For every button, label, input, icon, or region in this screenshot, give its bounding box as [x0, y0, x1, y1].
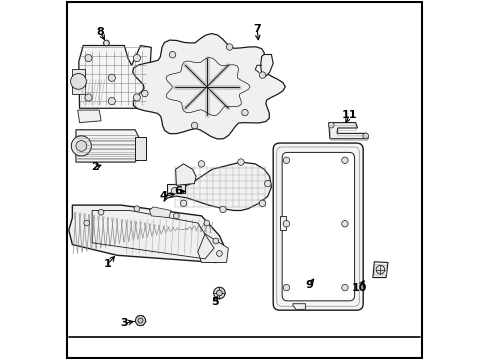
Circle shape	[133, 94, 140, 101]
Circle shape	[108, 74, 115, 81]
Polygon shape	[163, 162, 271, 211]
Circle shape	[98, 210, 104, 215]
Circle shape	[213, 287, 224, 299]
Polygon shape	[198, 234, 228, 262]
Circle shape	[171, 188, 178, 194]
Circle shape	[212, 238, 218, 244]
Circle shape	[241, 109, 248, 116]
Circle shape	[375, 265, 384, 274]
Circle shape	[71, 136, 91, 156]
Circle shape	[283, 157, 289, 163]
Text: 4: 4	[160, 191, 167, 201]
Circle shape	[259, 200, 265, 207]
Circle shape	[138, 318, 142, 323]
Polygon shape	[135, 137, 145, 160]
Circle shape	[103, 40, 109, 46]
FancyBboxPatch shape	[282, 152, 354, 301]
Circle shape	[362, 133, 368, 139]
Circle shape	[328, 122, 333, 128]
Text: 10: 10	[351, 283, 366, 293]
Circle shape	[83, 220, 89, 226]
Text: 11: 11	[341, 111, 356, 121]
Circle shape	[237, 159, 244, 165]
Polygon shape	[175, 164, 196, 185]
Circle shape	[219, 206, 226, 213]
Polygon shape	[328, 123, 367, 139]
Text: 6: 6	[174, 186, 182, 197]
Polygon shape	[260, 54, 273, 76]
Circle shape	[259, 72, 265, 78]
Text: 1: 1	[103, 259, 111, 269]
Circle shape	[283, 284, 289, 291]
Circle shape	[216, 290, 222, 296]
Circle shape	[198, 161, 204, 167]
Circle shape	[216, 251, 222, 256]
Circle shape	[191, 122, 197, 129]
Circle shape	[169, 51, 175, 58]
Circle shape	[203, 220, 209, 226]
Polygon shape	[167, 184, 185, 193]
Polygon shape	[132, 33, 285, 139]
Text: 9: 9	[305, 280, 312, 290]
Polygon shape	[279, 216, 285, 230]
Circle shape	[134, 206, 140, 212]
Text: 7: 7	[253, 24, 261, 35]
Polygon shape	[78, 110, 101, 123]
Text: 8: 8	[96, 27, 104, 37]
Circle shape	[108, 98, 115, 105]
Circle shape	[135, 316, 145, 325]
Polygon shape	[69, 205, 226, 262]
Circle shape	[341, 221, 347, 227]
Circle shape	[264, 180, 270, 187]
Circle shape	[341, 284, 347, 291]
Circle shape	[85, 54, 92, 62]
Polygon shape	[292, 304, 305, 310]
Circle shape	[133, 54, 140, 62]
Circle shape	[76, 140, 86, 151]
Circle shape	[283, 221, 289, 227]
Circle shape	[341, 157, 347, 163]
Circle shape	[226, 44, 232, 50]
Text: 3: 3	[121, 319, 128, 328]
Polygon shape	[79, 45, 151, 108]
Circle shape	[180, 200, 186, 207]
Circle shape	[85, 94, 92, 101]
Circle shape	[142, 90, 148, 97]
FancyBboxPatch shape	[273, 143, 363, 310]
Polygon shape	[76, 130, 140, 162]
Text: 5: 5	[211, 297, 219, 307]
Text: 2: 2	[91, 162, 99, 172]
Polygon shape	[72, 69, 85, 94]
Circle shape	[173, 213, 179, 219]
Circle shape	[70, 73, 86, 89]
Polygon shape	[149, 207, 171, 218]
Polygon shape	[372, 262, 387, 278]
